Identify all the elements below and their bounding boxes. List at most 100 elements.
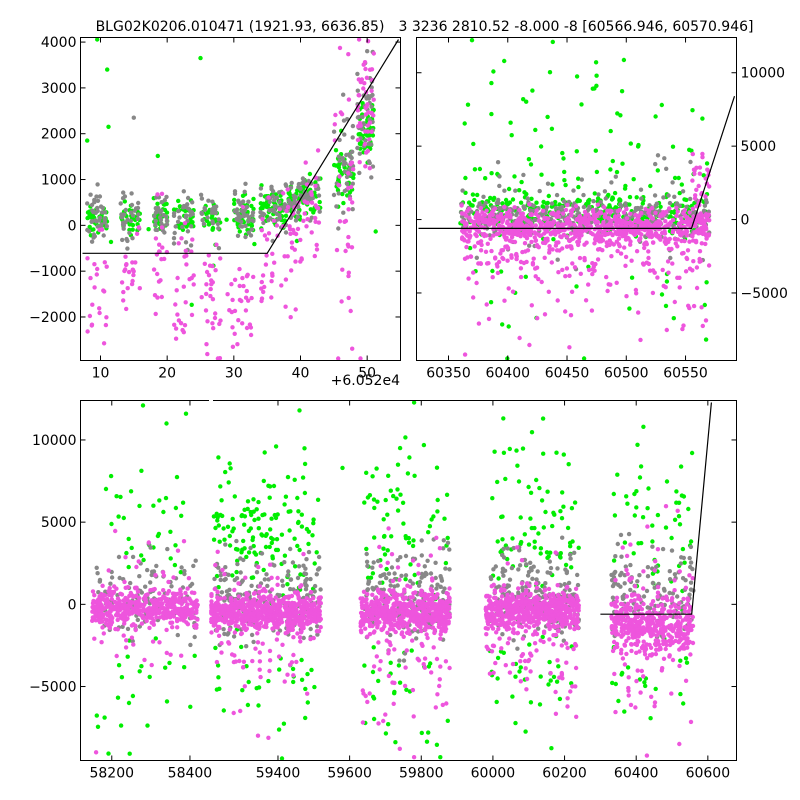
- data-point-gray: [615, 541, 620, 547]
- data-point-gray: [231, 634, 237, 639]
- data-point-gray: [664, 166, 669, 171]
- data-point-green: [116, 514, 121, 519]
- data-point-gray: [95, 205, 100, 211]
- data-point-magenta: [518, 274, 524, 280]
- data-point-gray: [158, 210, 163, 215]
- data-point-gray: [251, 639, 256, 645]
- data-point-gray: [366, 579, 371, 584]
- data-point-magenta: [363, 164, 368, 169]
- data-point-gray: [154, 208, 160, 213]
- data-point-gray: [481, 194, 486, 199]
- data-point-gray: [188, 224, 194, 229]
- data-point-gray: [613, 174, 618, 179]
- data-point-magenta: [466, 276, 471, 281]
- data-point-green: [648, 183, 653, 189]
- data-point-magenta: [283, 277, 289, 282]
- data-point-magenta: [584, 212, 589, 217]
- data-point-magenta: [685, 248, 691, 253]
- data-point-green: [519, 539, 524, 545]
- data-point-magenta: [346, 171, 351, 176]
- data-point-green: [491, 197, 496, 202]
- data-point-green: [529, 525, 534, 531]
- data-point-magenta: [222, 595, 227, 601]
- data-point-green: [703, 337, 709, 342]
- data-point-magenta: [694, 285, 700, 291]
- data-point-gray: [610, 595, 616, 600]
- data-point-green: [438, 755, 443, 760]
- data-point-green: [139, 664, 144, 669]
- data-point-magenta: [172, 605, 177, 610]
- data-point-green: [389, 534, 394, 539]
- data-point-green: [638, 464, 644, 469]
- data-point-magenta: [131, 594, 136, 600]
- data-point-green: [139, 468, 144, 473]
- data-point-gray: [308, 626, 313, 632]
- data-point-green: [108, 473, 114, 479]
- data-point-gray: [312, 583, 318, 589]
- data-point-gray: [532, 217, 538, 223]
- data-point-green: [240, 688, 245, 693]
- data-point-green: [595, 196, 601, 201]
- data-point-gray: [179, 565, 184, 570]
- data-point-magenta: [623, 234, 628, 239]
- data-point-green: [545, 489, 550, 494]
- data-point-green: [164, 421, 169, 426]
- data-point-gray: [214, 204, 219, 209]
- data-point-gray: [355, 71, 360, 77]
- data-point-green: [634, 489, 639, 494]
- data-point-gray: [645, 605, 650, 610]
- data-point-magenta: [362, 142, 368, 147]
- data-point-gray: [564, 569, 570, 574]
- data-point-green: [118, 494, 123, 500]
- data-point-gray: [288, 185, 294, 190]
- data-point-green: [545, 200, 550, 206]
- data-point-gray: [304, 557, 309, 562]
- data-point-gray: [626, 531, 632, 537]
- data-point-green: [565, 525, 571, 531]
- data-point-magenta: [705, 167, 710, 172]
- data-point-green: [677, 522, 683, 527]
- data-point-green: [612, 190, 618, 196]
- data-point-magenta: [595, 257, 601, 262]
- y-tick-label: −2000: [29, 310, 76, 326]
- data-point-magenta: [240, 275, 245, 281]
- data-point-magenta: [115, 617, 120, 623]
- data-point-gray: [154, 563, 159, 569]
- data-point-green: [261, 478, 266, 484]
- data-point-green: [214, 687, 220, 692]
- data-point-gray: [283, 230, 289, 235]
- data-point-magenta: [264, 237, 270, 242]
- data-point-green: [250, 535, 256, 540]
- data-point-gray: [602, 189, 608, 194]
- data-point-magenta: [683, 269, 689, 274]
- data-point-green: [650, 523, 655, 528]
- data-point-green: [372, 535, 377, 540]
- data-point-magenta: [304, 224, 309, 229]
- data-point-green: [465, 102, 471, 107]
- data-point-green: [192, 653, 197, 658]
- data-point-gray: [645, 565, 651, 570]
- data-point-green: [521, 97, 526, 102]
- data-point-magenta: [692, 171, 697, 176]
- data-point-green: [442, 516, 447, 521]
- data-point-magenta: [155, 271, 160, 277]
- data-point-magenta: [346, 52, 351, 57]
- data-point-green: [277, 667, 282, 672]
- data-point-magenta: [225, 292, 230, 297]
- data-point-magenta: [548, 231, 554, 236]
- data-point-magenta: [138, 602, 144, 607]
- data-point-gray: [667, 569, 672, 574]
- data-point-gray: [164, 222, 170, 227]
- data-point-magenta: [336, 183, 341, 188]
- data-point-gray: [524, 562, 529, 567]
- data-point-magenta: [100, 606, 106, 611]
- data-point-gray: [370, 92, 375, 98]
- data-point-gray: [567, 552, 573, 557]
- data-point-green: [515, 463, 520, 468]
- data-point-magenta: [670, 261, 675, 266]
- data-point-gray: [188, 243, 194, 248]
- data-point-green: [546, 193, 551, 199]
- data-point-magenta: [189, 607, 195, 612]
- data-point-magenta: [121, 633, 126, 638]
- data-point-green: [227, 533, 232, 539]
